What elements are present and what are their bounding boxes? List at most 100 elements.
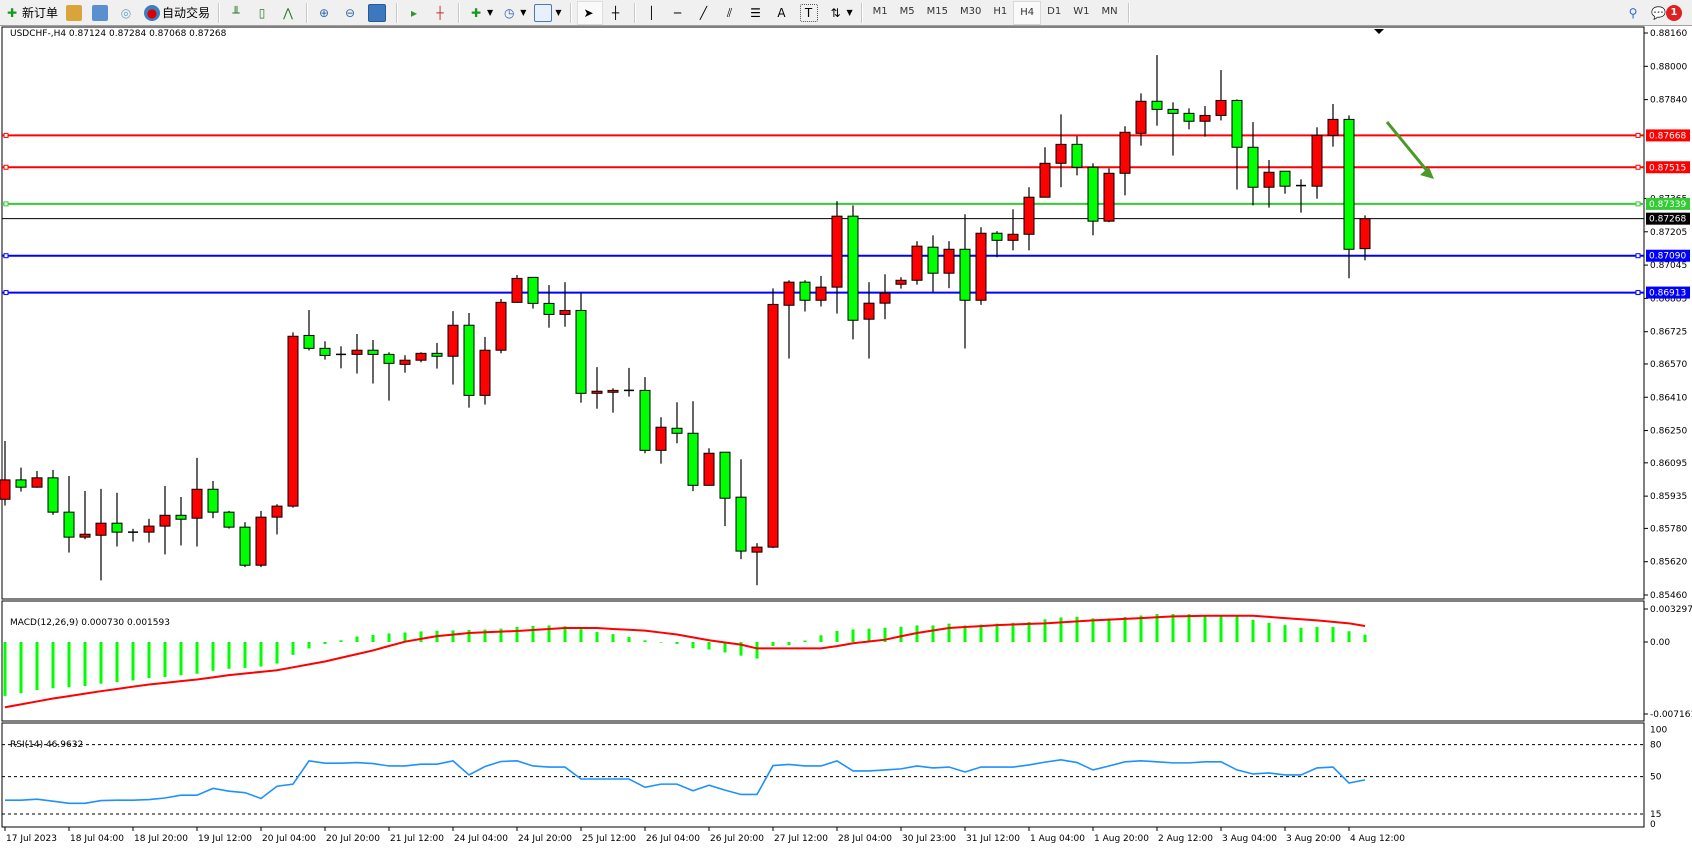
candle: [351, 333, 363, 374]
line-handle: [1635, 132, 1641, 138]
indicators-icon: ✚: [471, 5, 482, 20]
horizontal-line-button[interactable]: ─: [667, 2, 691, 24]
zoom-out-button[interactable]: ⊖: [339, 2, 363, 24]
auto-trading-button[interactable]: ● 自动交易: [141, 2, 213, 24]
line-handle: [3, 164, 9, 170]
timeframe-w1[interactable]: W1: [1073, 5, 1090, 17]
chart-window[interactable]: 0.881600.880000.878400.873650.872050.870…: [0, 26, 1692, 851]
price-axis-label: 0.85935: [1650, 492, 1687, 502]
candle: [799, 280, 811, 312]
main-toolbar: ✚ 新订单 ◎ ● 自动交易 ╨ ▯ ⋀ ⊕ ⊖ ▸ ┼ ✚ ▼ ◷ ▼ ▼ ➤ ┼ │…: [0, 0, 1692, 26]
timeframe-d1[interactable]: D1: [1047, 5, 1062, 17]
rsi-axis-label: 15: [1650, 810, 1661, 820]
candle-body: [895, 279, 907, 285]
vertical-line-button[interactable]: │: [641, 2, 665, 24]
text-label-button[interactable]: T: [797, 2, 823, 24]
timeframe-h4[interactable]: H4: [1013, 0, 1042, 25]
market-watch-button[interactable]: [89, 2, 113, 24]
candle: [1296, 179, 1306, 213]
price-tag-label: 0.87268: [1649, 215, 1686, 225]
candle: [591, 367, 603, 409]
candle: [223, 510, 235, 529]
candle: [79, 490, 91, 540]
candle: [479, 336, 491, 405]
candle-body: [415, 352, 427, 361]
text-button[interactable]: A: [771, 2, 795, 24]
candle: [624, 367, 634, 397]
chevron-down-icon: ▼: [520, 8, 527, 17]
candle-body: [1007, 233, 1019, 241]
tile-windows-button[interactable]: [365, 2, 391, 24]
time-axis-label: 20 Jul 20:00: [326, 834, 380, 844]
candle-body: [1087, 166, 1099, 222]
templates-button[interactable]: ▼: [531, 2, 564, 24]
chevron-down-icon: ▼: [846, 8, 853, 17]
timeframe-m30[interactable]: M30: [960, 5, 982, 17]
candle-body: [575, 309, 587, 394]
candle-body: [719, 451, 731, 499]
timeframe-m15[interactable]: M15: [926, 5, 949, 17]
notification-badge: 1: [1666, 5, 1682, 21]
timeframe-mn[interactable]: MN: [1101, 5, 1118, 17]
candlestick-button[interactable]: ▯: [251, 2, 275, 24]
cursor-button[interactable]: ➤: [576, 0, 603, 25]
candle: [1343, 115, 1355, 279]
bar-chart-icon: ╨: [232, 5, 240, 20]
text-icon: A: [777, 5, 786, 20]
candle: [975, 227, 987, 305]
timeframe-m5[interactable]: M5: [899, 5, 915, 17]
arrows-button[interactable]: ⇅ ▼: [825, 2, 856, 24]
candle-body: [479, 349, 491, 396]
candle-body: [591, 390, 603, 394]
candle-body: [239, 526, 251, 566]
candle: [1119, 126, 1131, 196]
equidistant-channel-button[interactable]: ⫽: [719, 2, 743, 24]
candle-body: [943, 248, 955, 274]
candle-body: [735, 496, 747, 552]
new-order-label: 新订单: [22, 6, 59, 20]
new-order-button[interactable]: ✚ 新订单: [1, 2, 61, 24]
candle-body: [111, 522, 123, 533]
time-axis-label: 3 Aug 04:00: [1222, 834, 1277, 844]
candle: [15, 467, 27, 492]
candle-body: [1359, 218, 1371, 250]
signals-button[interactable]: ◎: [115, 2, 139, 24]
timeframe-m1[interactable]: M1: [872, 5, 888, 17]
candle: [847, 205, 859, 340]
line-chart-button[interactable]: ⋀: [277, 2, 301, 24]
time-axis-label: 31 Jul 12:00: [966, 834, 1020, 844]
candle-body: [63, 511, 75, 538]
timeframe-h1[interactable]: H1: [993, 5, 1008, 17]
search-button[interactable]: ⚲: [1622, 2, 1646, 24]
trendline-button[interactable]: ╱: [693, 2, 717, 24]
candle: [319, 341, 331, 360]
candle-body: [1231, 99, 1243, 148]
candle: [1311, 127, 1323, 199]
price-panel[interactable]: 0.881600.880000.878400.873650.872050.870…: [0, 26, 1690, 601]
candle-body: [1103, 172, 1115, 222]
autoscroll-button[interactable]: ▸: [403, 2, 427, 24]
history-center-button[interactable]: [63, 2, 87, 24]
rsi-panel[interactable]: 100 80 50 150: [1, 722, 1667, 830]
time-axis-label: 26 Jul 20:00: [710, 834, 764, 844]
zoom-out-icon: ⊖: [345, 5, 356, 20]
macd-signal-line: [4, 614, 1366, 709]
candle-body: [1247, 146, 1259, 188]
price-axis-label: 0.86570: [1650, 360, 1687, 370]
candle: [767, 288, 779, 549]
periods-button[interactable]: ◷ ▼: [498, 2, 529, 24]
notification-button[interactable]: 💬 1: [1648, 2, 1685, 24]
candle-body: [319, 347, 331, 356]
zoom-in-button[interactable]: ⊕: [313, 2, 337, 24]
chart-shift-button[interactable]: ┼: [429, 2, 453, 24]
crosshair-button[interactable]: ┼: [605, 2, 629, 24]
indicators-button[interactable]: ✚ ▼: [465, 2, 496, 24]
fibonacci-button[interactable]: ☰: [745, 2, 769, 24]
timeframe-group: M1 M5 M15 M30 H1 H4 D1 W1 MN: [867, 0, 1124, 25]
price-axis-label: 0.86410: [1650, 393, 1687, 403]
candle-body: [831, 215, 843, 288]
bar-chart-button[interactable]: ╨: [225, 2, 249, 24]
macd-panel[interactable]: 0.003297 0.00 -0.007161: [1, 600, 1692, 722]
candle: [415, 352, 427, 363]
price-tag-label: 0.86913: [1649, 289, 1686, 299]
